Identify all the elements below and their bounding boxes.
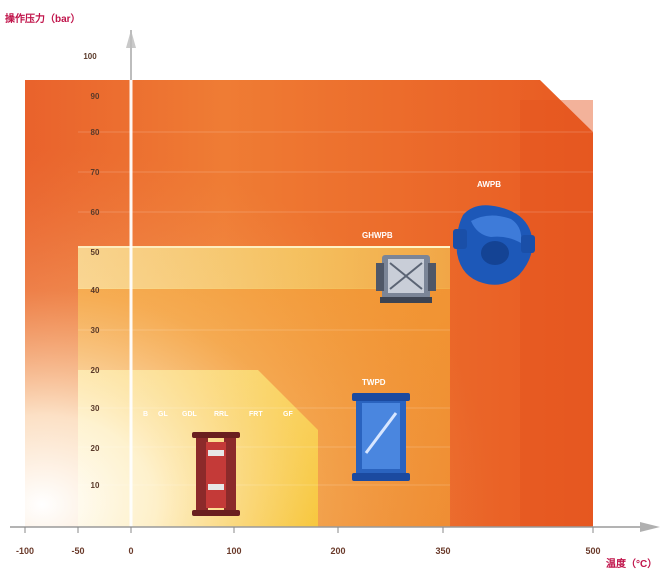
- y-axis-title: 操作压力（bar）: [5, 14, 81, 25]
- x-tick-label: -50: [71, 546, 85, 556]
- y-tick-label: 90: [90, 92, 100, 101]
- ghwpb-device: [376, 255, 436, 303]
- x-tick-label: 350: [435, 546, 451, 556]
- red-exchanger-device: [192, 432, 240, 516]
- y-tick-label: 40: [90, 286, 100, 295]
- x-tick-label: 0: [128, 546, 134, 556]
- x-tick-label: 200: [330, 546, 346, 556]
- twpd-device: [352, 393, 410, 481]
- x-axis-title: 温度（°C）: [606, 559, 658, 570]
- x-tick-label: 100: [226, 546, 242, 556]
- y-tick-label: 20: [90, 366, 100, 375]
- y-tick-label: 10: [90, 481, 100, 490]
- ghwpb-label: GHWPB: [362, 231, 393, 240]
- x-axis-arrow: [640, 522, 660, 532]
- white-glow: [25, 80, 593, 527]
- y-tick-label: 50: [90, 248, 100, 257]
- small-product-label: GF: [283, 411, 293, 418]
- y-tick-label: 60: [90, 208, 100, 217]
- x-tick-label: 500: [585, 546, 601, 556]
- x-tick-marks: [24, 527, 594, 533]
- awpb-device: [453, 205, 535, 285]
- y-tick-label: 70: [90, 168, 100, 177]
- small-product-label: GDL: [182, 411, 197, 418]
- y-tick-label: 20: [90, 444, 100, 453]
- small-product-label: B: [143, 411, 149, 418]
- y-tick-label: 30: [90, 326, 100, 335]
- y-tick-label: 30: [90, 404, 100, 413]
- small-product-label: GL: [158, 411, 168, 418]
- y-tick-label: 100: [83, 52, 97, 61]
- twpd-label: TWPD: [362, 378, 386, 387]
- small-product-label: FRT: [249, 411, 263, 418]
- awpb-label: AWPB: [477, 180, 501, 189]
- x-tick-label: -100: [15, 546, 34, 556]
- y-tick-label: 80: [90, 128, 100, 137]
- small-product-label: RRL: [214, 411, 229, 418]
